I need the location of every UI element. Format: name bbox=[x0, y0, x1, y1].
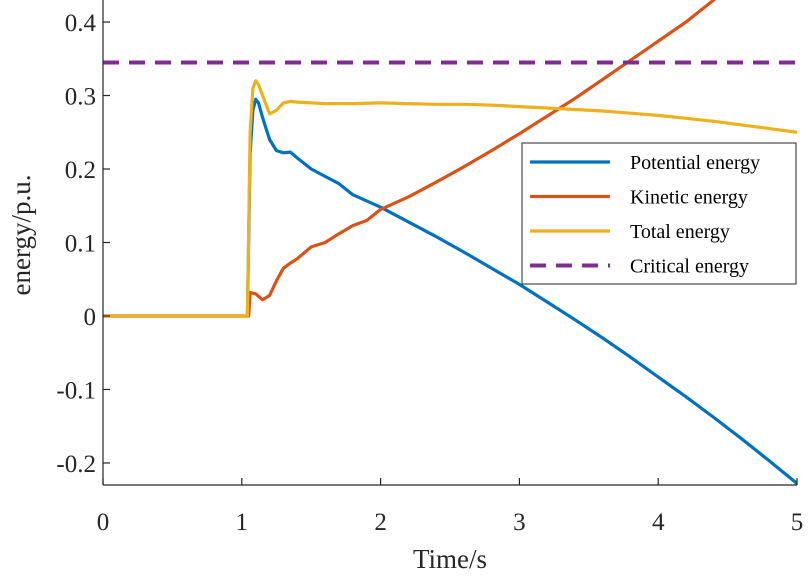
x-tick-label: 2 bbox=[374, 509, 387, 536]
y-tick-label: 0 bbox=[84, 304, 97, 331]
series-line-total-energy bbox=[103, 79, 797, 318]
series-layer bbox=[103, 0, 797, 485]
legend-label: Critical energy bbox=[630, 256, 749, 278]
x-axis-label: Time/s bbox=[413, 544, 487, 574]
y-tick-label: -0.1 bbox=[56, 377, 96, 404]
series-line-kinetic-energy bbox=[103, 0, 717, 318]
x-tick-label: 3 bbox=[513, 509, 526, 536]
x-tick-label: 5 bbox=[791, 509, 804, 536]
ticks-layer: 0 1 2 3 4 5 -0.2 -0.1 0 0.1 0.2 0.3 0.4 bbox=[56, 10, 803, 536]
y-axis-label: energy/p.u. bbox=[6, 175, 36, 296]
legend-label: Potential energy bbox=[630, 152, 760, 174]
series-line-potential-energy bbox=[103, 97, 797, 485]
legend-label: Kinetic energy bbox=[630, 187, 748, 209]
x-tick-label: 0 bbox=[97, 509, 110, 536]
legend: Potential energy Kinetic energy Total ener… bbox=[521, 142, 797, 285]
y-tick-label: 0.1 bbox=[65, 231, 96, 258]
legend-box bbox=[521, 142, 797, 285]
y-tick-label: 0.2 bbox=[65, 157, 96, 184]
y-tick-label: -0.2 bbox=[56, 451, 96, 478]
y-tick-label: 0.3 bbox=[65, 84, 96, 111]
x-tick-label: 1 bbox=[236, 509, 249, 536]
legend-label: Total energy bbox=[630, 221, 730, 243]
y-tick-label: 0.4 bbox=[65, 10, 97, 37]
x-tick-label: 4 bbox=[652, 509, 665, 536]
